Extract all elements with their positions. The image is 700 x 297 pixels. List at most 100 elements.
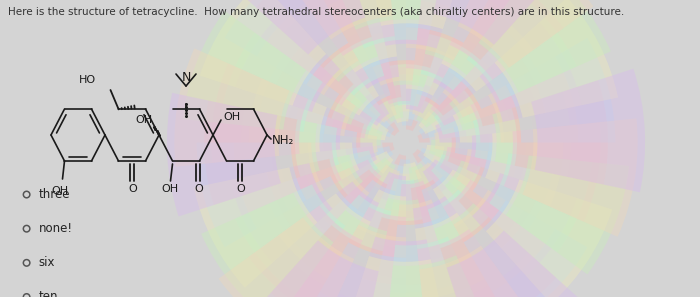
Wedge shape xyxy=(489,153,592,252)
Wedge shape xyxy=(440,217,556,297)
Wedge shape xyxy=(454,190,555,292)
Wedge shape xyxy=(406,82,436,113)
Wedge shape xyxy=(306,64,368,125)
Wedge shape xyxy=(488,56,578,143)
Wedge shape xyxy=(384,37,439,87)
Wedge shape xyxy=(419,122,437,139)
Wedge shape xyxy=(430,81,475,126)
Wedge shape xyxy=(480,22,582,122)
Wedge shape xyxy=(234,143,324,229)
Wedge shape xyxy=(353,132,378,159)
Wedge shape xyxy=(301,242,406,297)
Wedge shape xyxy=(289,26,369,105)
Wedge shape xyxy=(225,0,349,85)
Wedge shape xyxy=(441,0,533,92)
Wedge shape xyxy=(463,200,587,297)
Wedge shape xyxy=(321,195,391,268)
Wedge shape xyxy=(392,74,427,107)
Wedge shape xyxy=(391,104,410,123)
Wedge shape xyxy=(199,0,326,106)
Wedge shape xyxy=(201,193,333,297)
Wedge shape xyxy=(434,203,528,297)
Wedge shape xyxy=(415,213,498,297)
Wedge shape xyxy=(204,101,300,205)
Wedge shape xyxy=(256,0,372,68)
Text: none!: none! xyxy=(38,222,73,235)
Wedge shape xyxy=(473,151,555,231)
Wedge shape xyxy=(419,246,542,297)
Text: Here is the structure of tetracycline.  How many tetrahedral stereocenters (aka : Here is the structure of tetracycline. H… xyxy=(8,7,624,18)
Wedge shape xyxy=(345,143,377,173)
Wedge shape xyxy=(321,58,379,116)
Text: N: N xyxy=(181,71,190,84)
Wedge shape xyxy=(246,240,379,297)
Wedge shape xyxy=(383,255,497,297)
Wedge shape xyxy=(369,157,396,185)
Wedge shape xyxy=(211,64,308,163)
Wedge shape xyxy=(456,149,518,209)
Wedge shape xyxy=(433,33,503,104)
Wedge shape xyxy=(337,159,382,204)
Wedge shape xyxy=(443,180,523,260)
Wedge shape xyxy=(341,92,381,131)
Wedge shape xyxy=(531,69,645,192)
Wedge shape xyxy=(379,97,403,122)
Wedge shape xyxy=(466,0,577,101)
Wedge shape xyxy=(433,170,491,228)
Wedge shape xyxy=(382,143,395,154)
Wedge shape xyxy=(406,7,474,78)
Wedge shape xyxy=(453,94,504,143)
Wedge shape xyxy=(458,167,542,249)
Wedge shape xyxy=(417,131,430,143)
Wedge shape xyxy=(370,165,400,195)
Wedge shape xyxy=(424,145,444,165)
Wedge shape xyxy=(248,78,327,159)
Wedge shape xyxy=(464,47,545,126)
Wedge shape xyxy=(316,124,358,170)
Wedge shape xyxy=(442,51,509,117)
Wedge shape xyxy=(194,167,317,287)
Wedge shape xyxy=(413,196,477,262)
Wedge shape xyxy=(339,56,391,109)
Text: O: O xyxy=(195,184,204,194)
Wedge shape xyxy=(315,0,429,30)
Wedge shape xyxy=(335,23,399,89)
Wedge shape xyxy=(417,229,520,297)
Wedge shape xyxy=(357,60,401,105)
Wedge shape xyxy=(504,122,601,222)
Wedge shape xyxy=(314,0,397,72)
Wedge shape xyxy=(454,21,543,109)
Wedge shape xyxy=(295,210,387,297)
Wedge shape xyxy=(435,112,467,143)
Wedge shape xyxy=(512,80,608,184)
Wedge shape xyxy=(361,0,473,29)
Wedge shape xyxy=(416,100,443,128)
Wedge shape xyxy=(385,178,420,211)
Wedge shape xyxy=(386,237,482,297)
Wedge shape xyxy=(506,155,629,274)
Wedge shape xyxy=(412,149,426,163)
Wedge shape xyxy=(486,179,612,297)
Wedge shape xyxy=(270,37,354,118)
Wedge shape xyxy=(377,119,395,137)
Wedge shape xyxy=(400,111,416,126)
Wedge shape xyxy=(271,143,342,210)
Wedge shape xyxy=(269,176,358,264)
Wedge shape xyxy=(230,163,332,263)
Wedge shape xyxy=(415,162,446,193)
Wedge shape xyxy=(303,155,363,213)
Wedge shape xyxy=(454,115,496,161)
Wedge shape xyxy=(425,0,517,75)
Wedge shape xyxy=(431,154,471,193)
Wedge shape xyxy=(308,143,359,192)
Wedge shape xyxy=(425,67,473,116)
Text: three: three xyxy=(38,188,70,201)
Wedge shape xyxy=(485,126,564,207)
Wedge shape xyxy=(406,0,511,43)
Wedge shape xyxy=(495,0,618,118)
Wedge shape xyxy=(323,109,364,151)
Wedge shape xyxy=(369,0,461,49)
Wedge shape xyxy=(257,0,358,95)
Wedge shape xyxy=(284,0,378,82)
Wedge shape xyxy=(279,193,371,286)
